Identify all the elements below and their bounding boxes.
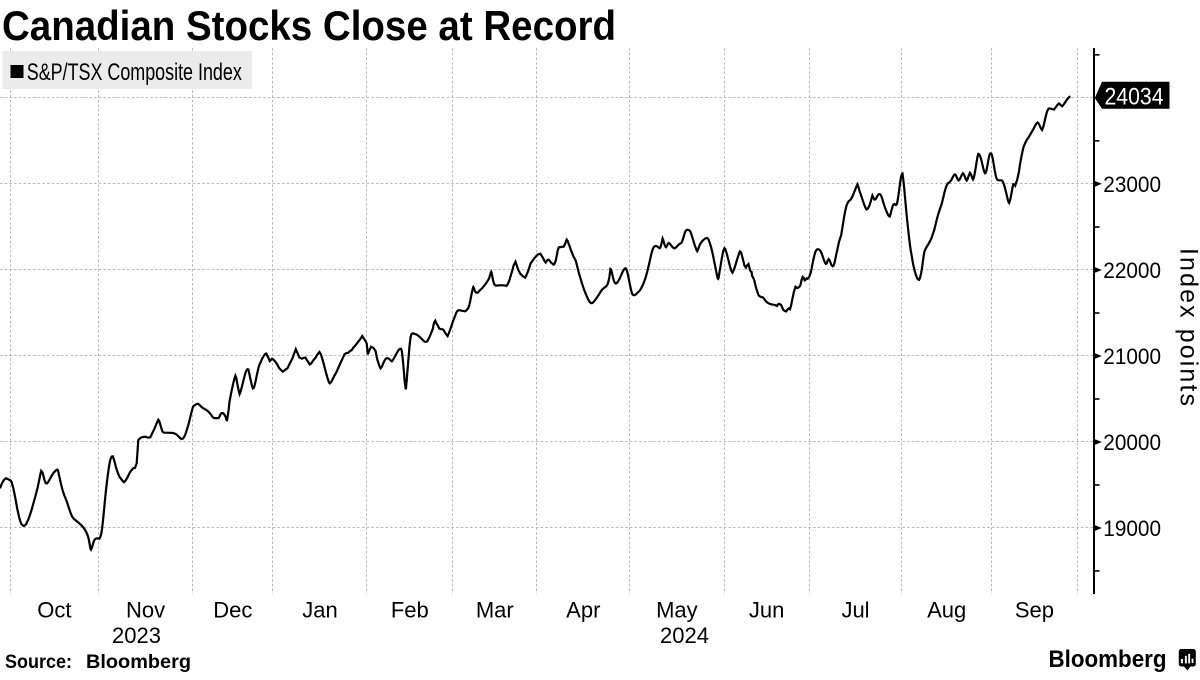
svg-text:Index points: Index points — [1175, 248, 1200, 406]
svg-text:Aug: Aug — [927, 597, 966, 622]
svg-text:20000: 20000 — [1103, 430, 1161, 455]
svg-text:23000: 23000 — [1103, 172, 1161, 197]
svg-text:2023: 2023 — [112, 623, 161, 648]
svg-text:22000: 22000 — [1103, 258, 1161, 283]
svg-text:Mar: Mar — [476, 597, 514, 622]
svg-text:Jan: Jan — [302, 597, 337, 622]
svg-text:Apr: Apr — [566, 597, 600, 622]
svg-text:24034: 24034 — [1105, 84, 1164, 111]
svg-text:Dec: Dec — [213, 597, 252, 622]
svg-text:Oct: Oct — [37, 597, 71, 622]
svg-text:Jul: Jul — [841, 597, 869, 622]
svg-text:Source:: Source: — [5, 652, 72, 673]
svg-text:Sep: Sep — [1015, 597, 1054, 622]
svg-text:Nov: Nov — [126, 597, 165, 622]
svg-text:Canadian Stocks Close at Recor: Canadian Stocks Close at Record — [2, 2, 616, 49]
svg-text:2024: 2024 — [660, 623, 709, 648]
svg-text:Bloomberg: Bloomberg — [86, 652, 191, 673]
svg-text:S&P/TSX Composite Index: S&P/TSX Composite Index — [27, 59, 242, 86]
svg-text:Jun: Jun — [749, 597, 784, 622]
svg-text:19000: 19000 — [1103, 516, 1161, 541]
svg-text:21000: 21000 — [1103, 344, 1161, 369]
svg-text:May: May — [656, 597, 698, 622]
svg-text:Feb: Feb — [391, 597, 429, 622]
svg-text:Bloomberg: Bloomberg — [1049, 646, 1167, 673]
